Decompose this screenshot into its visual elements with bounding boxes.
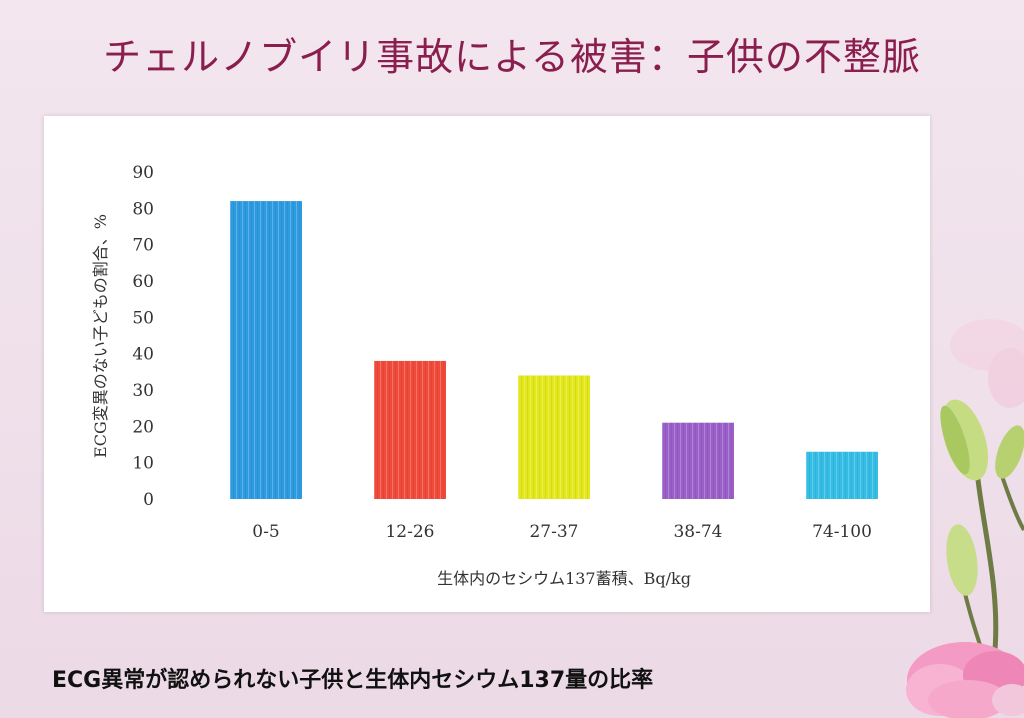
bar-chart: 0 10 20 30 40 50 60 70 80 90 0-5 12-26 27-37 38-74 74… bbox=[91, 163, 878, 588]
y-tick-label: 50 bbox=[132, 308, 154, 328]
y-tick-label: 40 bbox=[132, 345, 154, 365]
y-axis-label: ECG変異のない子どもの割合、% bbox=[91, 214, 110, 458]
y-tick-label: 60 bbox=[132, 272, 154, 292]
x-category-label: 12-26 bbox=[385, 522, 434, 542]
y-tick-label: 20 bbox=[132, 417, 154, 437]
bar-texture bbox=[662, 422, 734, 499]
y-tick-label: 90 bbox=[132, 163, 154, 183]
slide-caption: ECG異常が認められない子供と生体内セシウム137量の比率 bbox=[52, 668, 654, 693]
bar-texture bbox=[806, 451, 878, 499]
bar-texture bbox=[518, 375, 590, 499]
y-tick-label: 30 bbox=[132, 381, 154, 401]
bar-texture bbox=[230, 201, 302, 500]
chart-panel: 0 10 20 30 40 50 60 70 80 90 0-5 12-26 27-37 38-74 74… bbox=[44, 116, 930, 612]
x-category-label: 38-74 bbox=[673, 522, 722, 542]
x-category-label: 74-100 bbox=[812, 522, 872, 542]
x-category-label: 0-5 bbox=[252, 522, 279, 542]
y-tick-label: 70 bbox=[132, 236, 154, 256]
slide-title: チェルノブイリ事故による被害：子供の不整脈 bbox=[103, 35, 921, 79]
bar-texture bbox=[374, 360, 446, 499]
x-axis-label: 生体内のセシウム137蓄積、Bq/kg bbox=[437, 569, 691, 588]
x-category-label: 27-37 bbox=[529, 522, 578, 542]
y-tick-label: 0 bbox=[143, 490, 154, 510]
y-tick-label: 10 bbox=[132, 454, 154, 474]
y-tick-label: 80 bbox=[132, 199, 154, 219]
